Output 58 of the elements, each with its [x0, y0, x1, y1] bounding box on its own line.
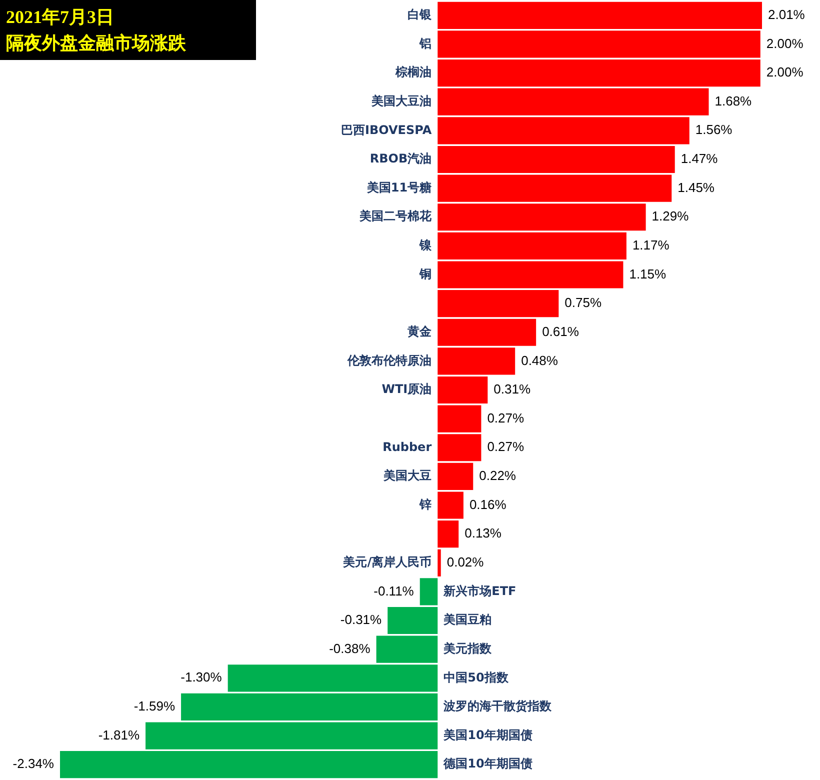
y-tick-label: 白银: [408, 8, 433, 22]
y-tick-label: 美国11号糖: [366, 180, 432, 194]
y-tick-label: 棕榈油: [394, 65, 432, 80]
title-box: 2021年7月3日 隔夜外盘金融市场涨跌: [0, 0, 256, 60]
data-label: -2.34%: [12, 756, 54, 772]
bar: [420, 578, 438, 606]
y-tick-label: Rubber: [382, 440, 432, 454]
y-tick-label: 巴西IBOVESPA: [341, 122, 432, 137]
y-tick-label: 美国大豆: [382, 468, 432, 483]
data-label: -0.31%: [340, 612, 382, 628]
data-label: 0.27%: [487, 439, 524, 454]
y-tick-label: 铝: [418, 36, 432, 50]
y-tick-label: 波罗的海干散货指数: [442, 699, 553, 714]
data-label: 1.45%: [678, 180, 715, 195]
y-tick-label: 美国10年期国债: [442, 728, 532, 742]
y-tick-label: 美国大豆油: [370, 94, 432, 108]
y-tick-label: 铜: [418, 266, 432, 281]
y-tick-label: 镍: [418, 238, 433, 252]
data-label: 1.68%: [714, 93, 752, 108]
data-label: 1.56%: [695, 122, 733, 138]
data-label: 2.00%: [766, 64, 804, 80]
y-tick-label: 美元/离岸人民币: [342, 555, 432, 570]
data-label: 1.17%: [632, 238, 670, 253]
bar: [438, 376, 488, 404]
data-label: 1.29%: [652, 208, 690, 224]
bar: [388, 606, 438, 634]
y-tick-label: 黄金: [406, 324, 433, 338]
bar: [438, 549, 441, 576]
data-label: 0.31%: [494, 382, 531, 397]
y-tick-label: 新兴市场ETF: [442, 584, 516, 598]
y-tick-label: 美国二号棉花: [358, 209, 433, 224]
data-label: 1.15%: [629, 266, 667, 282]
data-label: -1.30%: [180, 670, 222, 685]
y-tick-label: RBOB汽油: [370, 152, 432, 166]
data-label: 0.61%: [542, 324, 580, 339]
data-label: 0.13%: [464, 526, 502, 541]
data-label: 0.48%: [521, 352, 558, 368]
data-label: -0.38%: [329, 640, 371, 656]
data-label: 1.47%: [680, 151, 718, 166]
y-tick-label: 美国豆粕: [442, 612, 492, 627]
data-label: -1.59%: [134, 698, 176, 714]
data-label: 0.22%: [479, 468, 516, 484]
data-label: 2.01%: [768, 6, 806, 22]
y-tick-label: 德国10年期国债: [442, 756, 532, 771]
data-label: 0.02%: [446, 554, 484, 570]
chart-title: 2021年7月3日: [6, 6, 115, 29]
data-label: 2.00%: [766, 36, 804, 51]
data-label: -0.11%: [374, 583, 414, 598]
y-tick-label: WTI原油: [382, 382, 432, 396]
y-tick-label: 伦敦布伦特原油: [346, 353, 432, 368]
data-label: 0.27%: [487, 410, 524, 426]
data-label: -1.81%: [98, 727, 140, 742]
y-tick-label: 中国50指数: [444, 670, 510, 684]
y-tick-label: 美元指数: [442, 641, 493, 656]
bar: [438, 146, 675, 174]
data-label: 0.16%: [469, 496, 507, 512]
data-label: 0.75%: [564, 295, 602, 310]
y-tick-label: 锌: [418, 497, 432, 512]
